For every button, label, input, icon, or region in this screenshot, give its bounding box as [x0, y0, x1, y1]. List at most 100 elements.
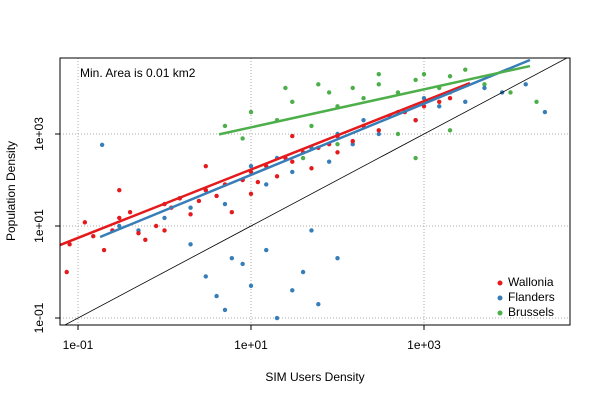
point — [447, 74, 453, 79]
point — [290, 288, 295, 293]
point — [229, 209, 235, 215]
point — [240, 261, 245, 267]
point — [421, 71, 427, 77]
point — [101, 247, 107, 253]
point — [64, 269, 69, 275]
point — [361, 117, 366, 123]
point — [350, 142, 355, 147]
point — [395, 131, 401, 137]
point — [350, 138, 355, 144]
point — [508, 90, 513, 95]
point — [542, 109, 548, 115]
point — [326, 90, 332, 95]
point — [67, 242, 72, 247]
point — [274, 174, 280, 179]
point — [413, 155, 418, 161]
point — [309, 228, 314, 233]
point — [437, 99, 442, 105]
plot-area — [60, 58, 568, 325]
point — [274, 315, 280, 321]
fit-line — [60, 81, 471, 247]
reference-line — [64, 58, 568, 325]
point — [153, 223, 159, 229]
x-tick-label: 1e-01 — [63, 338, 94, 352]
point — [309, 166, 314, 171]
point — [214, 293, 219, 299]
point — [335, 150, 340, 155]
point — [463, 67, 468, 72]
point — [82, 220, 88, 225]
annotation: Min. Area is 0.01 km2 — [80, 66, 196, 80]
y-tick-label: 1e+03 — [32, 117, 46, 151]
plot-frame — [59, 57, 571, 326]
point — [188, 242, 193, 247]
point — [447, 128, 453, 133]
point — [300, 155, 306, 161]
x-tick-label: 1e+01 — [234, 338, 268, 352]
point — [214, 193, 219, 199]
point — [188, 212, 193, 217]
point — [143, 237, 148, 243]
point — [222, 307, 228, 313]
point — [300, 269, 306, 275]
point — [316, 301, 321, 307]
point — [162, 228, 167, 233]
y-axis-label: Population Density — [4, 141, 18, 241]
point — [335, 142, 340, 147]
point — [264, 182, 269, 187]
point — [196, 198, 202, 204]
point — [447, 95, 453, 101]
legend-label: Wallonia — [508, 275, 554, 289]
point — [413, 77, 418, 83]
point — [376, 131, 381, 137]
point — [309, 123, 314, 129]
point — [376, 71, 381, 77]
point — [290, 159, 295, 164]
point — [482, 82, 487, 87]
point — [162, 215, 167, 221]
point — [222, 201, 228, 207]
x-tick-label: 1e+03 — [407, 338, 441, 352]
point — [534, 99, 539, 105]
point — [117, 223, 122, 229]
point — [326, 159, 332, 164]
point — [264, 247, 269, 253]
point — [335, 255, 340, 261]
legend-marker — [497, 295, 503, 301]
point — [240, 136, 245, 141]
point — [421, 95, 427, 101]
point — [99, 142, 105, 148]
point — [283, 85, 288, 91]
point — [248, 163, 254, 169]
point — [127, 209, 133, 215]
legend-label: Brussels — [508, 305, 554, 319]
point — [222, 123, 228, 129]
y-tick-label: 1e-01 — [32, 302, 46, 333]
point — [316, 82, 321, 87]
point — [248, 109, 254, 115]
point — [463, 99, 468, 105]
point — [350, 85, 355, 91]
point — [290, 133, 295, 139]
point — [136, 230, 141, 236]
fit-line — [99, 58, 531, 239]
point — [361, 95, 366, 101]
point — [376, 128, 381, 133]
point — [188, 205, 193, 210]
point — [91, 234, 96, 239]
point — [523, 82, 528, 87]
point — [413, 117, 418, 123]
fit-line — [218, 64, 531, 136]
legend-label: Flanders — [508, 290, 555, 304]
point — [229, 255, 235, 261]
point — [117, 188, 122, 193]
point — [255, 179, 261, 185]
point — [248, 283, 254, 289]
point — [437, 104, 442, 109]
point — [376, 82, 381, 87]
point — [482, 85, 487, 91]
point — [248, 191, 254, 197]
point — [117, 215, 122, 221]
point — [203, 274, 208, 279]
point — [203, 163, 208, 169]
